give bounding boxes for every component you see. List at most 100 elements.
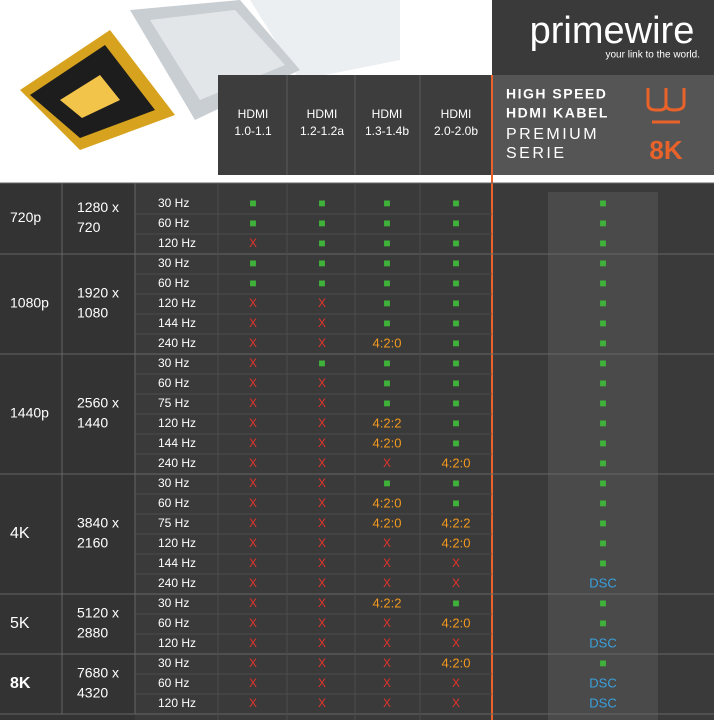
cell: X <box>249 636 257 650</box>
cell: ■ <box>452 356 459 370</box>
rate: 60 Hz <box>158 376 189 390</box>
cell: X <box>249 596 257 610</box>
rate: 60 Hz <box>158 676 189 690</box>
cell: X <box>249 456 257 470</box>
cell: X <box>249 516 257 530</box>
cell: ■ <box>452 236 459 250</box>
cell: 4:2:0 <box>373 435 402 450</box>
resolution: 1080p <box>10 295 49 311</box>
column-header-label: HDMI <box>238 107 269 121</box>
product-header <box>492 75 714 175</box>
column-header-label: HDMI <box>372 107 403 121</box>
cell: X <box>249 496 257 510</box>
cell: X <box>452 556 460 570</box>
pixels: 4320 <box>77 685 108 701</box>
cell: X <box>249 476 257 490</box>
cell: X <box>249 416 257 430</box>
rate: 75 Hz <box>158 516 189 530</box>
cell: X <box>249 236 257 250</box>
cell: ■ <box>383 476 390 490</box>
cell: ■ <box>599 376 606 390</box>
cell: ■ <box>249 276 256 290</box>
cell: X <box>383 616 391 630</box>
cell: X <box>383 636 391 650</box>
cell: ■ <box>599 356 606 370</box>
cell: X <box>249 436 257 450</box>
cell: ■ <box>452 596 459 610</box>
column-header-label: HDMI <box>441 107 472 121</box>
cell: X <box>249 576 257 590</box>
cell: X <box>318 696 326 710</box>
cell: ■ <box>383 256 390 270</box>
rate: 30 Hz <box>158 476 189 490</box>
cell: ■ <box>452 436 459 450</box>
product-highlight <box>548 192 658 720</box>
cell: ■ <box>452 196 459 210</box>
left-columns <box>0 183 135 720</box>
cell: ■ <box>383 396 390 410</box>
cell: X <box>318 336 326 350</box>
cell: X <box>318 556 326 570</box>
cell: X <box>318 316 326 330</box>
cell: ■ <box>599 616 606 630</box>
rate: 60 Hz <box>158 216 189 230</box>
product-line: HIGH SPEED <box>506 86 607 102</box>
cell: ■ <box>452 476 459 490</box>
rate: 30 Hz <box>158 656 189 670</box>
pixels: 3840 x <box>77 515 119 531</box>
cell: X <box>452 676 460 690</box>
cell: ■ <box>599 336 606 350</box>
cell: 4:2:0 <box>373 335 402 350</box>
rate: 240 Hz <box>158 576 196 590</box>
cell: X <box>249 336 257 350</box>
cell: ■ <box>383 376 390 390</box>
cell: X <box>249 536 257 550</box>
cell: X <box>318 616 326 630</box>
rate: 240 Hz <box>158 336 196 350</box>
rate: 120 Hz <box>158 636 196 650</box>
cell: X <box>452 696 460 710</box>
rate: 30 Hz <box>158 356 189 370</box>
cell: X <box>318 536 326 550</box>
cell: ■ <box>452 336 459 350</box>
cell: X <box>318 596 326 610</box>
cell: X <box>318 416 326 430</box>
cell: X <box>318 656 326 670</box>
rate: 30 Hz <box>158 596 189 610</box>
cell: ■ <box>599 516 606 530</box>
cell: ■ <box>452 276 459 290</box>
cell: DSC <box>589 635 616 650</box>
cell: ■ <box>318 196 325 210</box>
cell: ■ <box>599 416 606 430</box>
cell: 4:2:0 <box>373 495 402 510</box>
cell: 4:2:0 <box>442 455 471 470</box>
cell: ■ <box>599 236 606 250</box>
cell: ■ <box>318 276 325 290</box>
cell: ■ <box>599 496 606 510</box>
cell: X <box>249 676 257 690</box>
cell: ■ <box>249 216 256 230</box>
resolution: 1440p <box>10 405 49 421</box>
cell: X <box>452 636 460 650</box>
cell: X <box>318 496 326 510</box>
cell: 4:2:0 <box>373 515 402 530</box>
cell: ■ <box>599 556 606 570</box>
cell: ■ <box>452 496 459 510</box>
column-header-label: 1.0-1.1 <box>234 124 272 138</box>
cell: X <box>249 356 257 370</box>
product-logo <box>646 88 686 124</box>
cell: ■ <box>599 256 606 270</box>
cell: 4:2:0 <box>442 615 471 630</box>
cell: X <box>383 676 391 690</box>
cell: ■ <box>452 396 459 410</box>
cell: ■ <box>452 416 459 430</box>
cell: DSC <box>589 675 616 690</box>
cell: ■ <box>599 276 606 290</box>
pixels: 2560 x <box>77 395 119 411</box>
rate: 120 Hz <box>158 416 196 430</box>
pixels: 1280 x <box>77 199 119 215</box>
cell: DSC <box>589 695 616 710</box>
cell: ■ <box>318 256 325 270</box>
cell: ■ <box>452 256 459 270</box>
